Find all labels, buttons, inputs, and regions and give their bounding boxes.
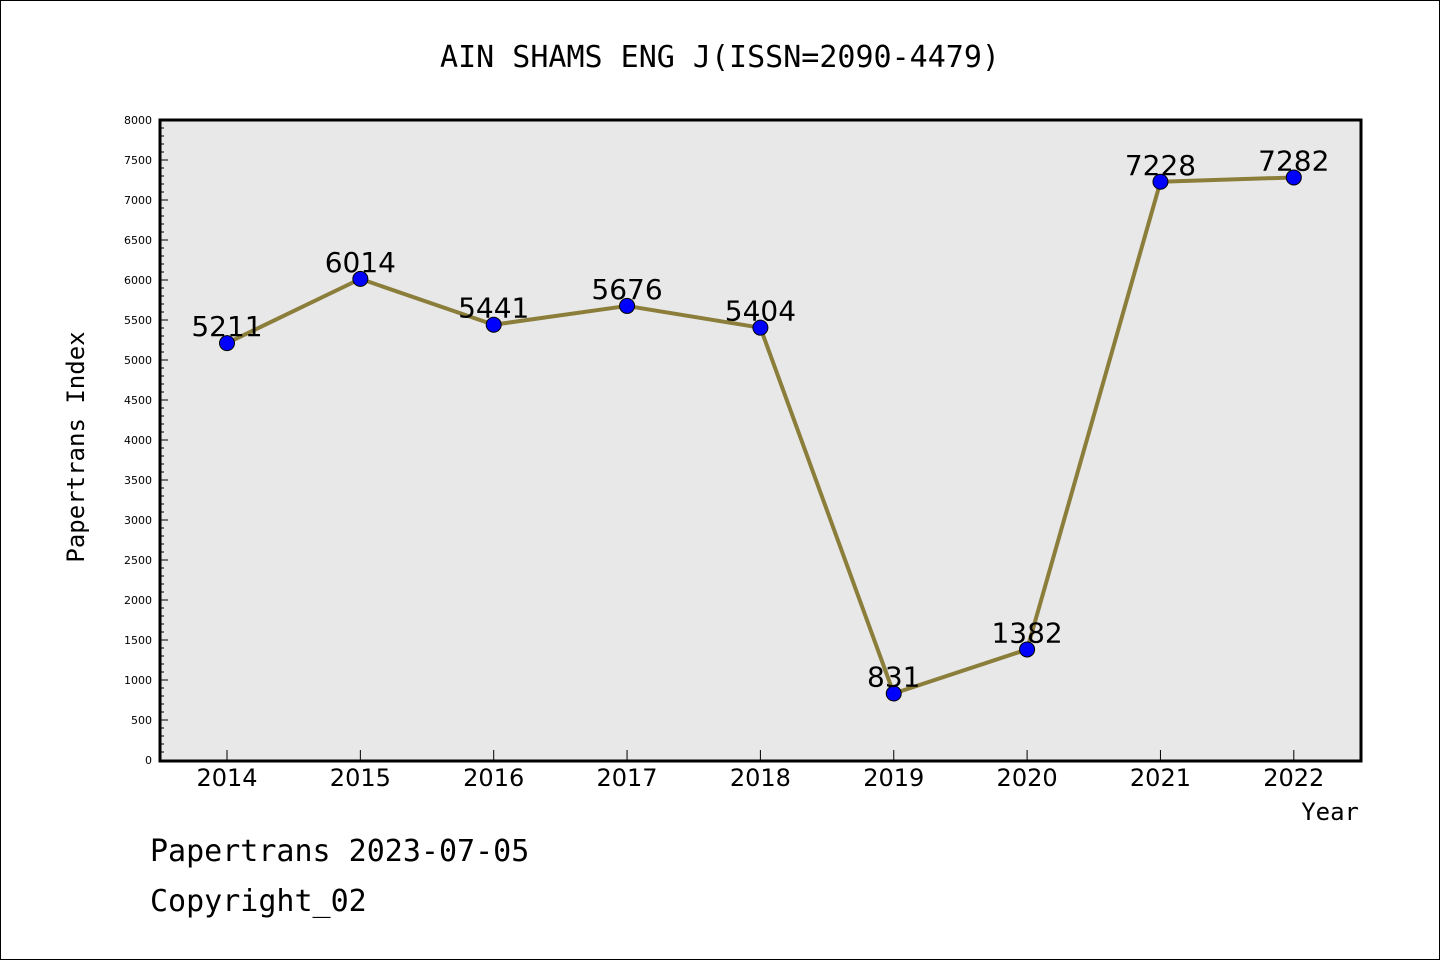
- x-axis: 2014 2015 2016 2017 2018 2019 2020 2021 2022: [196, 750, 1324, 792]
- data-point: [1285, 169, 1302, 186]
- data-point: [219, 335, 235, 352]
- y-tick-label: 3000: [124, 514, 152, 527]
- y-tick-label: 1000: [124, 674, 152, 687]
- data-label: 831: [867, 661, 920, 694]
- data-point: [485, 316, 502, 333]
- plot-area: [158, 118, 1363, 763]
- y-tick-label: 7500: [124, 154, 152, 167]
- y-tick-label: 2000: [124, 594, 152, 607]
- y-tick-label: 6500: [124, 234, 152, 247]
- data-label: 7282: [1258, 144, 1329, 177]
- x-tick-label: 2020: [997, 764, 1058, 792]
- y-tick-label: 5500: [124, 314, 152, 327]
- series-group: [219, 169, 1302, 702]
- data-point: [619, 297, 636, 314]
- x-tick-label: 2017: [597, 764, 658, 792]
- data-point: [1019, 641, 1036, 658]
- data-labels-group: 5211 6014 5441 5676 5404 831 1382 7228 7282: [191, 144, 1329, 693]
- chart-title: AIN SHAMS ENG J(ISSN=2090-4479): [440, 40, 1000, 75]
- data-label: 5211: [191, 310, 262, 343]
- y-tick-label: 3500: [124, 474, 152, 487]
- x-tick-label: 2014: [196, 764, 257, 792]
- footer-copyright: Copyright_02: [150, 884, 367, 919]
- y-tick-label: 4500: [124, 394, 152, 407]
- data-point: [752, 319, 769, 336]
- x-tick-label: 2018: [730, 764, 791, 792]
- y-axis-label: Papertrans Index: [62, 331, 90, 562]
- y-tick-label: 6000: [124, 274, 152, 287]
- y-tick-label: 500: [131, 714, 152, 727]
- y-tick-label: 0: [145, 754, 152, 767]
- data-label: 5441: [458, 292, 529, 325]
- y-tick-label: 5000: [124, 354, 152, 367]
- x-tick-label: 2022: [1263, 764, 1324, 792]
- y-tick-label: 4000: [124, 434, 152, 447]
- data-label: 1382: [991, 616, 1062, 649]
- x-tick-label: 2019: [863, 764, 924, 792]
- data-label: 5404: [725, 295, 796, 328]
- data-point: [885, 685, 902, 702]
- y-tick-label: 1500: [124, 634, 152, 647]
- x-tick-label: 2015: [330, 764, 391, 792]
- y-tick-label: 2500: [124, 554, 152, 567]
- data-point: [1152, 173, 1169, 190]
- data-label: 5676: [591, 273, 662, 306]
- data-point: [352, 270, 369, 287]
- y-tick-label: 8000: [124, 114, 152, 127]
- x-axis-label: Year: [1301, 798, 1359, 826]
- footer-date: Papertrans 2023-07-05: [150, 834, 530, 869]
- x-tick-label: 2021: [1130, 764, 1191, 792]
- data-label: 6014: [325, 246, 396, 279]
- y-axis: 0 500 1000 1500 2000 2500 3000 3500 4000 4500 5000…: [124, 114, 168, 767]
- x-tick-label: 2016: [463, 764, 524, 792]
- data-label: 7228: [1125, 149, 1196, 182]
- y-tick-label: 7000: [124, 194, 152, 207]
